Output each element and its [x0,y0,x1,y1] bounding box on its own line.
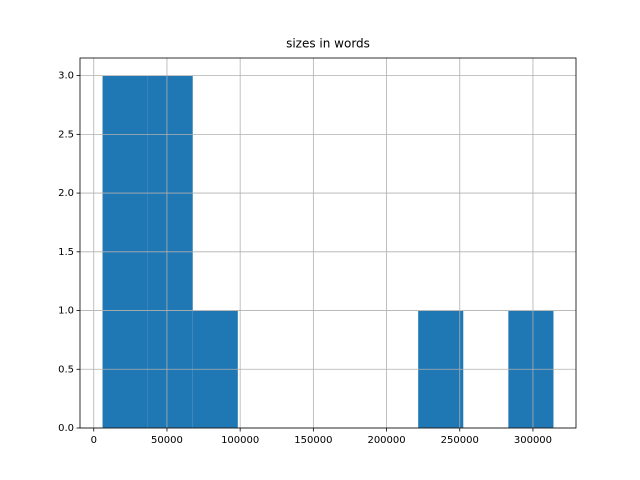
x-tick-label: 200000 [367,435,405,446]
y-tick-label: 0.5 [58,364,74,375]
y-tick-label: 2.5 [58,129,74,140]
x-tick-label: 150000 [294,435,332,446]
x-tick-label: 50000 [151,435,183,446]
y-tick-label: 0.0 [58,423,74,434]
x-tick-label: 100000 [221,435,259,446]
x-tick-label: 300000 [514,435,552,446]
y-tick-label: 1.5 [58,247,74,258]
plot-frame [79,57,577,429]
x-tick-label: 250000 [441,435,479,446]
chart-title: sizes in words [286,37,370,51]
y-tick-label: 1.0 [58,306,74,317]
y-tick-label: 3.0 [58,71,74,82]
y-tick-label: 2.0 [58,188,74,199]
x-tick-label: 0 [91,435,97,446]
